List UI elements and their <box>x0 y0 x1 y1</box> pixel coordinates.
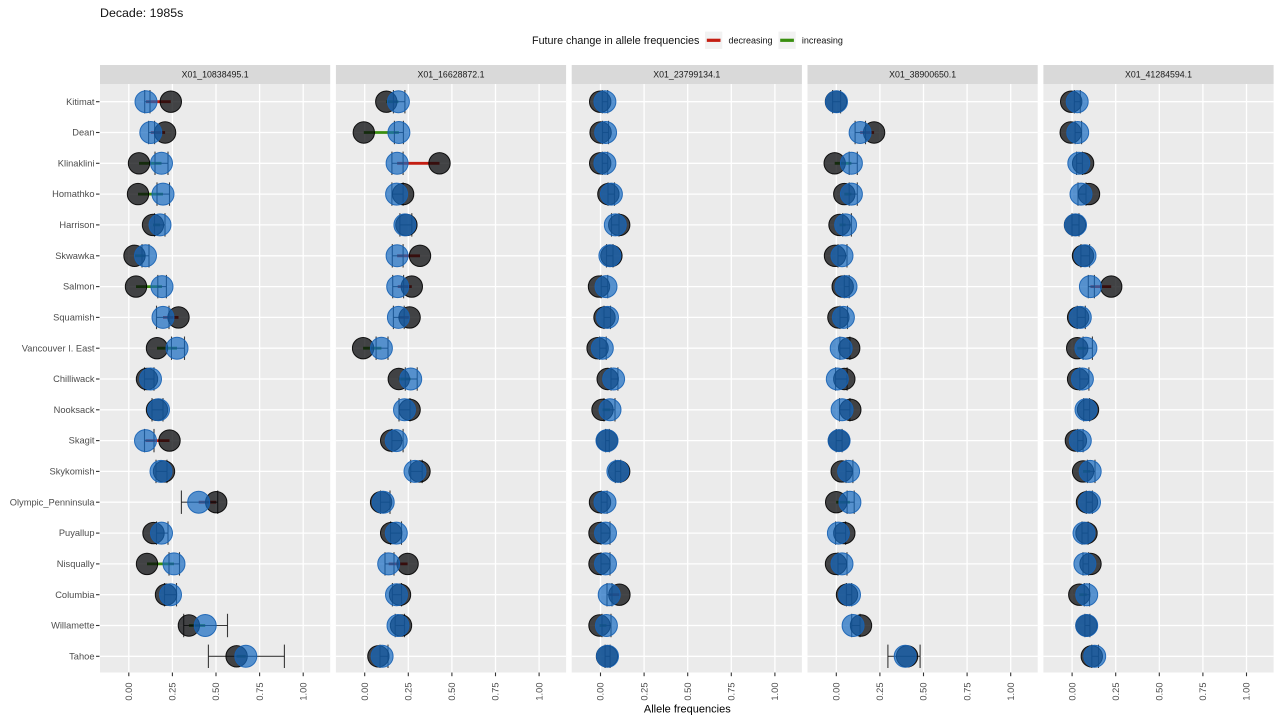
svg-text:Nooksack: Nooksack <box>54 405 95 415</box>
svg-text:Tahoe: Tahoe <box>69 651 94 661</box>
svg-text:Chilliwack: Chilliwack <box>53 374 95 384</box>
svg-text:0.00: 0.00 <box>596 683 606 701</box>
svg-text:Harrison: Harrison <box>59 220 94 230</box>
svg-text:0.50: 0.50 <box>1155 683 1165 701</box>
svg-text:increasing: increasing <box>802 36 843 46</box>
svg-text:Future change in allele freque: Future change in allele frequencies <box>532 35 699 47</box>
svg-text:Dean: Dean <box>72 128 94 138</box>
svg-text:1.00: 1.00 <box>1006 683 1016 701</box>
svg-text:Columbia: Columbia <box>55 590 95 600</box>
svg-text:Puyallup: Puyallup <box>59 528 95 538</box>
svg-text:0.00: 0.00 <box>124 683 134 701</box>
svg-text:Nisqually: Nisqually <box>57 559 95 569</box>
svg-text:Klinaklini: Klinaklini <box>58 158 95 168</box>
svg-text:Olympic_Penninsula: Olympic_Penninsula <box>10 497 96 507</box>
svg-text:Vancouver I. East: Vancouver I. East <box>22 343 95 353</box>
svg-text:Kitimat: Kitimat <box>66 97 95 107</box>
svg-text:0.75: 0.75 <box>727 683 737 701</box>
svg-text:Squamish: Squamish <box>53 313 94 323</box>
svg-text:0.25: 0.25 <box>1111 683 1121 701</box>
svg-text:Skykomish: Skykomish <box>50 467 95 477</box>
svg-text:Homathko: Homathko <box>52 189 94 199</box>
svg-text:0.75: 0.75 <box>962 683 972 701</box>
svg-text:0.00: 0.00 <box>1067 683 1077 701</box>
svg-text:Salmon: Salmon <box>63 282 95 292</box>
svg-text:Skwawka: Skwawka <box>55 251 95 261</box>
svg-text:Skagit: Skagit <box>69 436 95 446</box>
svg-text:0.25: 0.25 <box>639 683 649 701</box>
svg-text:0.75: 0.75 <box>255 683 265 701</box>
svg-text:0.50: 0.50 <box>683 683 693 701</box>
svg-text:0.75: 0.75 <box>1198 683 1208 701</box>
svg-text:1.00: 1.00 <box>534 683 544 701</box>
svg-text:1.00: 1.00 <box>770 683 780 701</box>
svg-text:Allele frequencies: Allele frequencies <box>644 704 731 716</box>
svg-text:0.50: 0.50 <box>447 683 457 701</box>
svg-text:0.00: 0.00 <box>832 683 842 701</box>
svg-text:X01_23799134.1: X01_23799134.1 <box>653 70 720 80</box>
svg-text:1.00: 1.00 <box>298 683 308 701</box>
svg-text:1.00: 1.00 <box>1242 683 1252 701</box>
svg-text:X01_38900650.1: X01_38900650.1 <box>889 70 956 80</box>
svg-text:0.25: 0.25 <box>875 683 885 701</box>
svg-text:0.75: 0.75 <box>491 683 501 701</box>
svg-text:X01_16628872.1: X01_16628872.1 <box>417 70 484 80</box>
svg-text:decreasing: decreasing <box>729 36 773 46</box>
svg-text:X01_10838495.1: X01_10838495.1 <box>182 70 249 80</box>
svg-text:Willamette: Willamette <box>51 621 94 631</box>
svg-text:0.25: 0.25 <box>404 683 414 701</box>
svg-text:X01_41284594.1: X01_41284594.1 <box>1125 70 1192 80</box>
svg-text:0.50: 0.50 <box>211 683 221 701</box>
svg-text:0.50: 0.50 <box>919 683 929 701</box>
svg-text:Decade: 1985s: Decade: 1985s <box>100 6 183 20</box>
svg-text:0.25: 0.25 <box>168 683 178 701</box>
svg-text:0.00: 0.00 <box>360 683 370 701</box>
